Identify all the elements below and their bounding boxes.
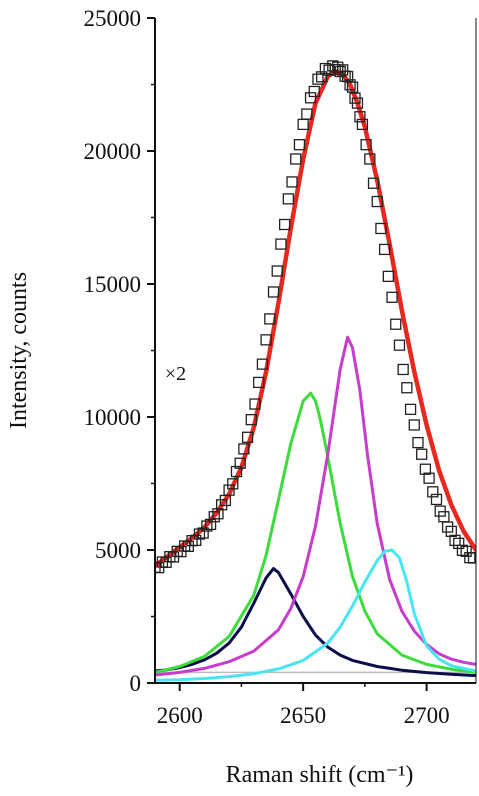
data-point-marker bbox=[404, 403, 417, 416]
x-tick-label: 2700 bbox=[404, 703, 450, 728]
y-tick-label: 10000 bbox=[84, 405, 142, 430]
tick-labels: 0 5000 10000 15000 20000 25000 2600 2650 2700 bbox=[84, 6, 450, 728]
data-point-marker bbox=[364, 153, 376, 165]
data-point-marker bbox=[467, 552, 476, 564]
data-point-marker bbox=[286, 176, 298, 188]
data-point-marker bbox=[464, 552, 476, 564]
y-axis-title: Intensity, counts bbox=[6, 272, 32, 429]
data-point-marker bbox=[427, 486, 439, 498]
data-point-marker bbox=[308, 85, 320, 98]
data-point-marker bbox=[264, 313, 276, 325]
data-point-marker bbox=[408, 419, 420, 431]
data-point-marker bbox=[453, 537, 465, 549]
data-point-marker bbox=[227, 478, 239, 490]
data-point-marker bbox=[260, 334, 272, 346]
data-point-marker bbox=[197, 527, 209, 539]
x-axis-title: Raman shift (cm⁻¹) bbox=[226, 762, 414, 788]
component-line bbox=[155, 391, 476, 674]
component-line bbox=[155, 335, 476, 677]
data-point-marker bbox=[367, 177, 380, 189]
data-point-marker bbox=[293, 139, 306, 151]
data-point-marker bbox=[344, 79, 356, 91]
data-markers bbox=[155, 60, 476, 574]
data-point-marker bbox=[238, 443, 250, 455]
data-point-marker bbox=[182, 540, 194, 552]
data-point-marker bbox=[323, 64, 335, 76]
y-tick-label: 5000 bbox=[95, 538, 141, 563]
data-point-marker bbox=[386, 291, 398, 303]
data-point-marker bbox=[267, 286, 280, 298]
data-point-marker bbox=[401, 382, 413, 394]
data-point-marker bbox=[445, 525, 457, 538]
data-point-marker bbox=[390, 318, 402, 330]
data-point-marker bbox=[397, 363, 409, 376]
data-point-marker bbox=[316, 71, 328, 83]
scale-annotation: ×2 bbox=[165, 363, 186, 385]
axes bbox=[154, 18, 477, 684]
data-point-marker bbox=[253, 376, 265, 389]
data-point-marker bbox=[204, 518, 217, 531]
data-point-marker bbox=[223, 484, 235, 496]
data-point-marker bbox=[241, 431, 254, 443]
data-point-marker bbox=[301, 108, 313, 120]
data-point-marker bbox=[416, 448, 428, 460]
data-point-marker bbox=[245, 414, 257, 426]
data-point-marker bbox=[249, 398, 261, 410]
y-tick-label: 15000 bbox=[84, 272, 142, 297]
x-tick-label: 2650 bbox=[280, 703, 326, 728]
data-point-marker bbox=[346, 81, 359, 93]
data-point-marker bbox=[256, 358, 269, 370]
x-tick-label: 2600 bbox=[157, 703, 203, 728]
data-point-marker bbox=[193, 528, 206, 540]
data-point-marker bbox=[360, 139, 372, 151]
data-point-marker bbox=[282, 193, 294, 205]
component-line bbox=[155, 567, 476, 678]
data-point-marker bbox=[354, 111, 366, 123]
data-point-marker bbox=[297, 118, 309, 131]
data-point-marker bbox=[216, 499, 228, 511]
data-point-marker bbox=[449, 534, 461, 547]
y-tick-label: 0 bbox=[130, 671, 142, 696]
data-point-marker bbox=[412, 436, 424, 449]
data-point-marker bbox=[234, 457, 246, 469]
data-point-marker bbox=[201, 520, 213, 532]
data-point-marker bbox=[230, 465, 243, 478]
data-point-marker bbox=[278, 218, 291, 231]
data-point-marker bbox=[430, 493, 443, 506]
component-line bbox=[155, 548, 476, 682]
data-point-marker bbox=[356, 118, 369, 131]
series-layer bbox=[155, 60, 476, 682]
data-point-marker bbox=[351, 97, 364, 109]
data-point-marker bbox=[371, 195, 383, 208]
data-point-marker bbox=[208, 511, 220, 523]
data-point-marker bbox=[460, 545, 472, 557]
data-point-marker bbox=[441, 521, 454, 533]
data-point-marker bbox=[304, 92, 317, 104]
data-point-marker bbox=[290, 153, 302, 165]
y-tick-label: 25000 bbox=[84, 6, 142, 31]
data-point-marker bbox=[312, 73, 324, 85]
data-point-marker bbox=[378, 243, 391, 256]
y-tick-label: 20000 bbox=[84, 139, 142, 164]
data-point-marker bbox=[423, 472, 435, 484]
tick-marks bbox=[147, 17, 428, 691]
data-point-marker bbox=[271, 265, 283, 277]
data-point-marker bbox=[382, 270, 394, 283]
data-point-marker bbox=[190, 534, 202, 547]
data-point-marker bbox=[275, 238, 287, 250]
data-point-marker bbox=[419, 463, 432, 475]
data-point-marker bbox=[393, 339, 406, 351]
data-point-marker bbox=[212, 508, 224, 520]
data-point-marker bbox=[456, 544, 469, 556]
data-point-marker bbox=[375, 222, 387, 235]
